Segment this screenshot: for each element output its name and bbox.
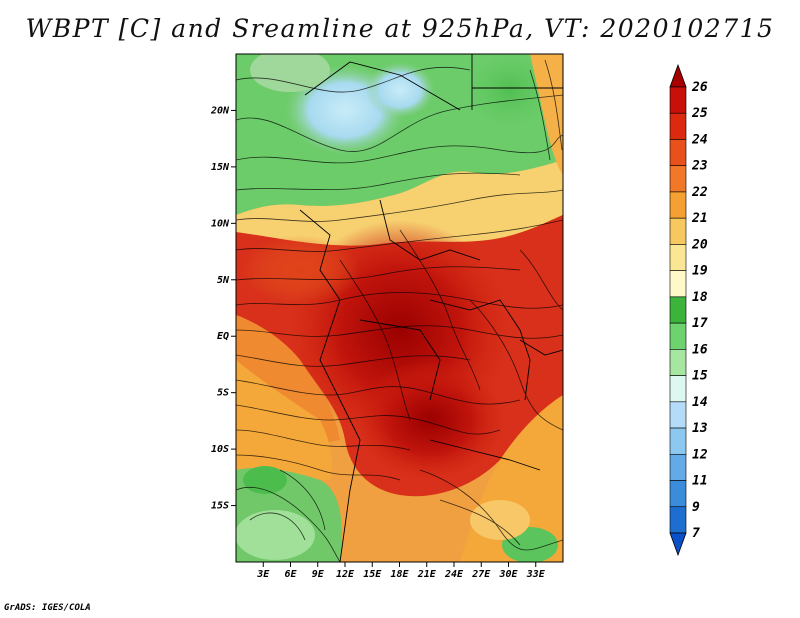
lat-tick-label: 15N bbox=[211, 162, 230, 173]
colorbar-swatch bbox=[669, 270, 687, 298]
lon-tick-label: 33E bbox=[526, 569, 546, 580]
colorbar-bottom-arrow bbox=[669, 532, 687, 557]
lon-tick-label: 6E bbox=[284, 569, 297, 580]
colorbar-swatch bbox=[669, 401, 687, 429]
colorbar-swatch bbox=[669, 453, 687, 481]
colorbar-label: 17 bbox=[692, 316, 708, 331]
colorbar-label: 20 bbox=[691, 237, 708, 252]
colorbar-label: 24 bbox=[691, 132, 708, 147]
lon-tick-label: 24E bbox=[444, 569, 464, 580]
streamlines bbox=[236, 59, 563, 562]
colorbar-label: 21 bbox=[691, 211, 708, 226]
lat-tick-label: 20N bbox=[210, 105, 230, 116]
colorbar-swatch bbox=[669, 506, 687, 534]
colorbar-swatch bbox=[669, 139, 687, 167]
lat-tick-label: 10N bbox=[211, 218, 230, 229]
temperature-field bbox=[236, 54, 563, 562]
colorbar-label: 7 bbox=[692, 526, 700, 541]
colorbar-swatch bbox=[669, 322, 687, 350]
colorbar-label: 22 bbox=[691, 185, 708, 200]
colorbar-swatch bbox=[669, 217, 687, 245]
lat-tick-label: 10S bbox=[211, 444, 229, 455]
colorbar-label: 16 bbox=[692, 342, 708, 357]
lon-tick-label: 3E bbox=[256, 569, 270, 580]
lat-tick-label: EQ bbox=[217, 331, 229, 342]
colorbar-swatch bbox=[669, 480, 687, 508]
longitude-axis: 3E 6E 9E 12E 15E 18E 21E 24E 27E 30E 33E bbox=[256, 562, 546, 580]
colorbar-label: 11 bbox=[692, 474, 708, 489]
colorbar-label: 14 bbox=[692, 395, 708, 410]
colorbar-label: 15 bbox=[692, 369, 708, 384]
lat-tick-label: 15S bbox=[211, 501, 229, 512]
grads-credit: GrADS: IGES/COLA bbox=[4, 603, 91, 613]
colorbar-swatch bbox=[669, 244, 687, 271]
colorbar-label: 26 bbox=[691, 80, 708, 95]
lon-tick-label: 15E bbox=[363, 569, 382, 580]
lat-tick-label: 5S bbox=[217, 388, 229, 399]
lon-tick-label: 18E bbox=[390, 569, 409, 580]
colorbar-swatch bbox=[669, 375, 687, 403]
colorbar-label: 25 bbox=[691, 106, 708, 121]
colorbar-label: 12 bbox=[692, 447, 708, 462]
colorbar-swatch bbox=[669, 191, 687, 219]
colorbar-swatch bbox=[669, 349, 687, 376]
colorbar-label: 18 bbox=[692, 290, 708, 305]
lon-tick-label: 30E bbox=[498, 569, 518, 580]
lon-tick-label: 21E bbox=[417, 569, 437, 580]
map-title: WBPT [C] and Sreamline at 925hPa, VT: 20… bbox=[25, 14, 775, 43]
country-borders bbox=[299, 54, 563, 562]
colorbar: 26 25 24 23 22 21 20 19 18 17 16 15 14 13 12 11 9 7 bbox=[669, 63, 708, 557]
colorbar-swatch bbox=[669, 86, 687, 114]
colorbar-label: 9 bbox=[692, 500, 700, 515]
latitude-axis: 20N 15N 10N 5N EQ 5S 10S 15S bbox=[210, 105, 236, 512]
colorbar-top-arrow bbox=[669, 63, 687, 88]
colorbar-label: 13 bbox=[692, 421, 708, 436]
colorbar-swatch bbox=[669, 112, 687, 140]
lon-tick-label: 9E bbox=[312, 569, 325, 580]
colorbar-swatch bbox=[669, 165, 687, 193]
lon-tick-label: 27E bbox=[471, 569, 491, 580]
colorbar-label: 19 bbox=[692, 264, 708, 279]
colorbar-swatch bbox=[669, 427, 687, 455]
lat-tick-label: 5N bbox=[217, 275, 230, 286]
colorbar-label: 23 bbox=[691, 159, 708, 174]
lon-tick-label: 12E bbox=[336, 569, 355, 580]
colorbar-swatch bbox=[669, 296, 687, 324]
